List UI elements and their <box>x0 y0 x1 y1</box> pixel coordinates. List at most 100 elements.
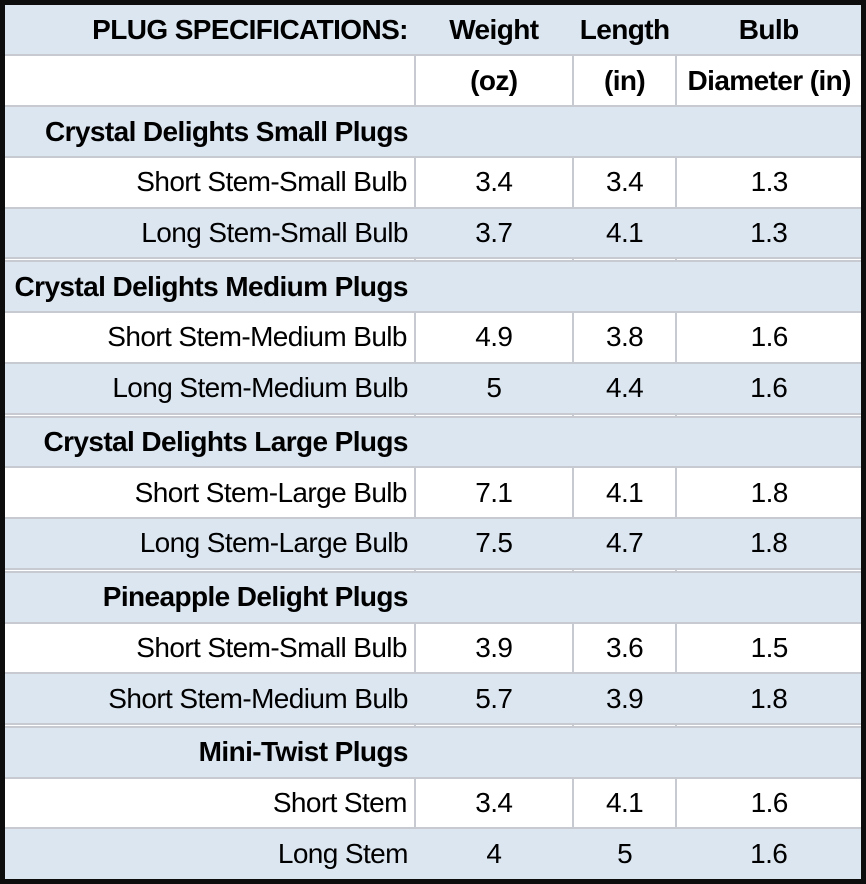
weight-value: 3.4 <box>413 776 574 830</box>
table-row: Short Stem 3.4 4.1 1.6 <box>1 776 865 830</box>
table-row: Long Stem-Large Bulb 7.5 4.7 1.8 <box>2 518 864 569</box>
table-header-row: PLUG SPECIFICATIONS: Weight Length Bulb <box>2 2 864 56</box>
spacer-cell <box>675 567 865 573</box>
spacer-row <box>1 567 865 573</box>
spacer-cell <box>571 257 678 263</box>
spacer-cell <box>413 412 574 418</box>
section-header-row: Crystal Delights Medium Plugs <box>2 261 864 313</box>
length-value: 4.1 <box>571 466 678 520</box>
spacer-cell <box>1 722 416 728</box>
diameter-value: 1.6 <box>676 828 864 882</box>
section-header-spacer-cell <box>572 726 677 778</box>
spacer-cell <box>413 567 574 573</box>
section-header-spacer-cell <box>676 261 864 313</box>
section-title: Mini-Twist Plugs <box>2 726 415 778</box>
spacer-row <box>1 412 865 418</box>
section-title: Crystal Delights Small Plugs <box>2 106 415 157</box>
weight-value: 3.4 <box>413 155 574 209</box>
column-header-length: Length <box>572 2 677 56</box>
spacer-cell <box>1 257 416 263</box>
section-header-spacer-cell <box>676 106 864 157</box>
section-header-spacer-cell <box>572 261 677 313</box>
section-title: Crystal Delights Medium Plugs <box>2 261 415 313</box>
column-header-weight: Weight <box>414 2 573 56</box>
weight-value: 5.7 <box>414 673 573 724</box>
weight-value: 5 <box>414 362 573 414</box>
row-label: Short Stem <box>1 776 416 830</box>
length-value: 5 <box>572 828 677 882</box>
row-label: Short Stem-Small Bulb <box>1 155 416 209</box>
section-header-spacer-cell <box>414 416 573 468</box>
length-value: 3.8 <box>571 311 678 364</box>
section-header-spacer-cell <box>414 261 573 313</box>
row-label: Short Stem-Large Bulb <box>1 466 416 520</box>
spacer-cell <box>413 257 574 263</box>
section-header-spacer-cell <box>572 416 677 468</box>
table-row: Long Stem 4 5 1.6 <box>2 828 864 882</box>
section-header-row: Crystal Delights Large Plugs <box>2 416 864 468</box>
length-value: 4.7 <box>572 518 677 569</box>
column-header-bulb: Bulb <box>676 2 864 56</box>
table-title: PLUG SPECIFICATIONS: <box>2 2 415 56</box>
length-value: 3.6 <box>571 621 678 675</box>
row-label: Short Stem-Medium Bulb <box>1 311 416 364</box>
weight-value: 4 <box>414 828 573 882</box>
row-label: Long Stem-Small Bulb <box>2 207 415 259</box>
length-value: 4.1 <box>571 776 678 830</box>
diameter-value: 1.6 <box>675 776 865 830</box>
row-label: Long Stem-Medium Bulb <box>2 362 415 414</box>
diameter-value: 1.5 <box>675 621 865 675</box>
length-value: 4.1 <box>572 207 677 259</box>
row-label: Long Stem <box>2 828 415 882</box>
weight-value: 3.9 <box>413 621 574 675</box>
spacer-cell <box>675 412 865 418</box>
length-value: 4.4 <box>572 362 677 414</box>
section-title: Crystal Delights Large Plugs <box>2 416 415 468</box>
row-label: Short Stem-Small Bulb <box>1 621 416 675</box>
units-row: (oz) (in) Diameter (in) <box>1 54 865 108</box>
diameter-value: 1.8 <box>675 466 865 520</box>
table-row: Long Stem-Small Bulb 3.7 4.1 1.3 <box>2 207 864 259</box>
diameter-value: 1.8 <box>676 673 864 724</box>
section-header-row: Mini-Twist Plugs <box>2 726 864 778</box>
table-row: Short Stem-Medium Bulb 4.9 3.8 1.6 <box>1 311 865 364</box>
section-header-spacer-cell <box>414 726 573 778</box>
table-row: Short Stem-Large Bulb 7.1 4.1 1.8 <box>1 466 865 520</box>
section-header-spacer-cell <box>572 106 677 157</box>
spacer-cell <box>413 722 574 728</box>
row-label: Short Stem-Medium Bulb <box>2 673 415 724</box>
diameter-value: 1.6 <box>676 362 864 414</box>
section-header-spacer-cell <box>572 571 677 623</box>
row-label: Long Stem-Large Bulb <box>2 518 415 569</box>
spacer-cell <box>571 722 678 728</box>
section-header-spacer-cell <box>414 106 573 157</box>
spacer-cell <box>1 412 416 418</box>
spacer-cell <box>1 567 416 573</box>
weight-value: 7.1 <box>413 466 574 520</box>
units-row-empty-cell <box>1 54 416 108</box>
diameter-value: 1.3 <box>675 155 865 209</box>
unit-length-in: (in) <box>571 54 678 108</box>
unit-bulb-diameter-in: Diameter (in) <box>675 54 865 108</box>
section-header-spacer-cell <box>676 571 864 623</box>
section-header-spacer-cell <box>676 416 864 468</box>
section-header-spacer-cell <box>676 726 864 778</box>
section-header-row: Crystal Delights Small Plugs <box>2 106 864 157</box>
section-title: Pineapple Delight Plugs <box>2 571 415 623</box>
diameter-value: 1.3 <box>676 207 864 259</box>
section-header-spacer-cell <box>414 571 573 623</box>
spacer-row <box>1 722 865 728</box>
spacer-row <box>1 257 865 263</box>
weight-value: 4.9 <box>413 311 574 364</box>
length-value: 3.4 <box>571 155 678 209</box>
unit-weight-oz: (oz) <box>413 54 574 108</box>
section-header-row: Pineapple Delight Plugs <box>2 571 864 623</box>
table-row: Short Stem-Small Bulb 3.4 3.4 1.3 <box>1 155 865 209</box>
diameter-value: 1.8 <box>676 518 864 569</box>
spacer-cell <box>571 567 678 573</box>
table-row: Short Stem-Medium Bulb 5.7 3.9 1.8 <box>2 673 864 724</box>
table-row: Short Stem-Small Bulb 3.9 3.6 1.5 <box>1 621 865 675</box>
length-value: 3.9 <box>572 673 677 724</box>
